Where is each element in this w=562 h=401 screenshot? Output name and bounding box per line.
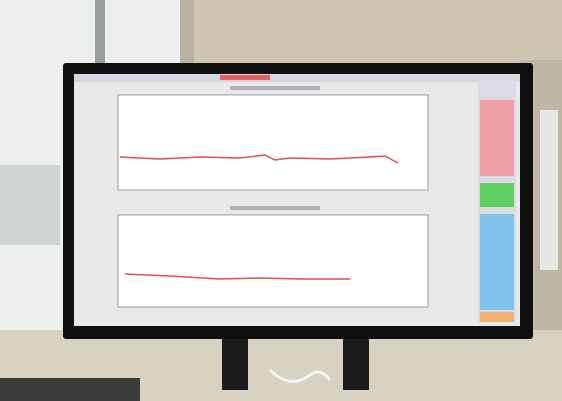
status-block [480, 312, 514, 322]
door-glass [540, 110, 558, 270]
plot-title [230, 86, 320, 90]
speaker [343, 335, 369, 390]
window-pane [0, 165, 60, 245]
status-block [480, 183, 514, 207]
plot-title [230, 206, 320, 210]
screen-title [220, 75, 270, 80]
status-block [480, 214, 514, 310]
speaker [222, 335, 248, 390]
status-block [480, 100, 514, 176]
screen-title-bar [74, 74, 520, 82]
plot-area [118, 95, 428, 190]
plot-area [118, 215, 428, 307]
chair [0, 378, 140, 401]
